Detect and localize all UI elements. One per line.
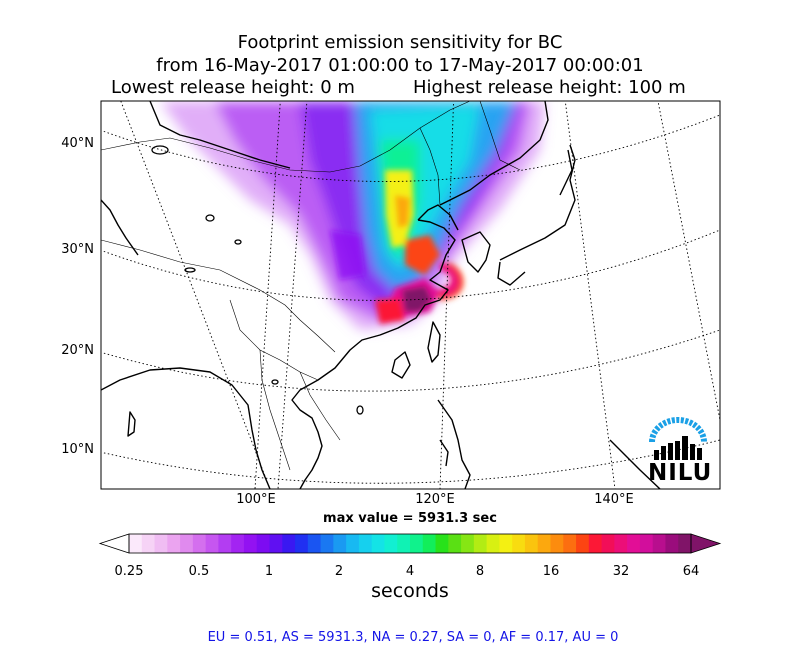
graticule: [101, 101, 720, 489]
map-frame: [100, 100, 721, 490]
colorbar-segment: [473, 534, 488, 553]
colorbar-tick: 16: [542, 564, 560, 579]
colorbar-segment: [665, 534, 679, 553]
colorbar-segment: [410, 534, 424, 553]
lon-label-140e: 140°E: [594, 492, 634, 507]
colorbar-tick: 64: [682, 564, 700, 579]
colorbar-segment: [576, 534, 590, 553]
map-area: [101, 101, 720, 489]
lat-label-40n: 40°N: [61, 136, 94, 151]
colorbar-segment: [205, 534, 220, 553]
colorbar-min-extension: [98, 533, 130, 554]
lat-label-30n: 30°N: [61, 242, 94, 257]
colorbar-tick: 8: [475, 564, 485, 579]
colorbar-tick: 32: [612, 564, 630, 579]
colorbar-segment: [461, 534, 475, 553]
colorbar-segment: [448, 534, 462, 553]
colorbar-segment: [129, 534, 143, 553]
colorbar-segment: [639, 534, 654, 553]
plot-title-line1: Footprint emission sensitivity for BC: [237, 32, 563, 53]
colorbar-segment: [256, 534, 271, 553]
colorbar-segment: [295, 534, 309, 553]
colorbar-segment: [371, 534, 386, 553]
lakes: [151, 145, 364, 415]
colorbar-segment: [154, 534, 168, 553]
colorbar-segment: [346, 534, 360, 553]
footprint-field: [160, 101, 545, 330]
colorbar-segment: [550, 534, 564, 553]
lat-label-10n: 10°N: [61, 442, 94, 457]
colorbar-segment: [231, 534, 245, 553]
colorbar-segment: [627, 534, 641, 553]
colorbar-segment: [167, 534, 181, 553]
plot-title-line2: from 16-May-2017 01:00:00 to 17-May-2017…: [156, 55, 644, 76]
colorbar-segment: [422, 534, 437, 553]
colorbar-max-extension: [690, 533, 722, 554]
colorbar-tick: 4: [405, 564, 415, 579]
colorbar-segment: [512, 534, 526, 553]
country-borders: [101, 101, 521, 471]
lon-label-100e: 100°E: [236, 492, 276, 507]
colorbar-tick: 0.25: [114, 564, 144, 579]
colorbar-segment: [563, 534, 577, 553]
colorbar-tick: 0.5: [188, 564, 210, 579]
coastlines: [101, 101, 661, 489]
colorbar-segment: [243, 534, 258, 553]
colorbar-segment: [614, 534, 628, 553]
colorbar-segment: [141, 534, 156, 553]
region-stats: EU = 0.51, AS = 5931.3, NA = 0.27, SA = …: [207, 630, 619, 645]
colorbar-segment: [180, 534, 194, 553]
colorbar-segment: [192, 534, 207, 553]
colorbar-segment: [486, 534, 501, 553]
colorbar-segment: [652, 534, 667, 553]
colorbar-segment: [588, 534, 603, 553]
nilu-logo: [649, 417, 707, 460]
colorbar: [98, 533, 722, 554]
colorbar-segment: [282, 534, 296, 553]
colorbar-segment: [358, 534, 373, 553]
colorbar-tick: 2: [334, 564, 344, 579]
colorbar-segment: [307, 534, 322, 553]
colorbar-segment: [384, 534, 398, 553]
lat-label-20n: 20°N: [61, 343, 94, 358]
colorbar-segment: [524, 534, 539, 553]
colorbar-segment: [333, 534, 347, 553]
colorbar-segment: [218, 534, 232, 553]
colorbar-segment: [320, 534, 334, 553]
colorbar-segment: [435, 534, 449, 553]
nilu-logo-text: NILU: [648, 460, 713, 486]
colorbar-segment: [499, 534, 513, 553]
colorbar-segment: [269, 534, 283, 553]
colorbar-segment: [397, 534, 411, 553]
highest-release-height: Highest release height: 100 m: [413, 77, 686, 98]
colorbar-tick: 1: [264, 564, 274, 579]
lowest-release-height: Lowest release height: 0 m: [111, 77, 355, 98]
colorbar-segment: [601, 534, 615, 553]
colorbar-segment: [537, 534, 552, 553]
max-value-label: max value = 5931.3 sec: [323, 511, 497, 526]
colorbar-unit-label: seconds: [371, 580, 449, 602]
colorbar-segment: [678, 534, 692, 553]
lon-label-120e: 120°E: [415, 492, 455, 507]
colorbar-frame: [128, 533, 692, 554]
